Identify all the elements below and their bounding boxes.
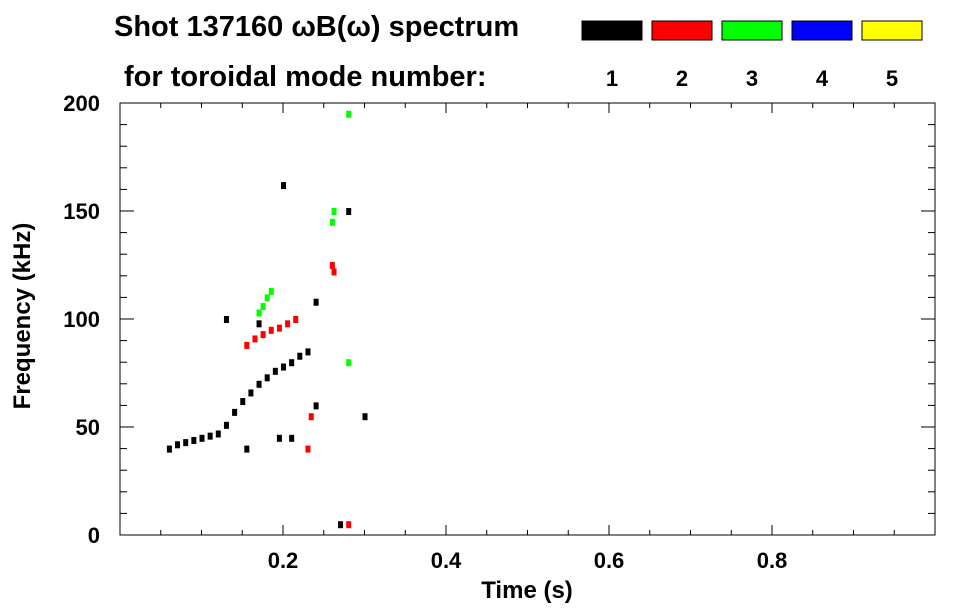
mode-1-point: [289, 359, 295, 367]
mode-2-point: [260, 331, 266, 339]
mode-3-point: [331, 208, 337, 215]
mode-2-point: [252, 335, 258, 343]
mode-1-point: [223, 316, 229, 323]
chart-title-line2: for toroidal mode number:: [124, 61, 487, 93]
mode-1-point: [232, 408, 238, 416]
mode-1-point: [244, 445, 250, 453]
mode-2-point: [285, 320, 291, 328]
axes: 0.2 0.4 0.6 0.8 0 50 100 150 200: [63, 91, 935, 573]
mode-3-point: [346, 110, 352, 118]
mode-1-point: [346, 208, 352, 215]
mode-1-point: [175, 441, 181, 449]
plot-frame: [119, 102, 936, 536]
mode-1-point: [256, 320, 262, 328]
legend-label-1: 1: [606, 66, 618, 91]
mode-2-point: [293, 316, 299, 323]
legend-label-5: 5: [886, 66, 898, 91]
x-tick-label: 0.8: [757, 548, 788, 573]
mode-1-point: [199, 434, 205, 442]
legend-label-2: 2: [676, 66, 688, 91]
mode-1-point: [256, 380, 262, 388]
mode-1-point: [264, 374, 270, 382]
mode-1-point: [281, 182, 286, 190]
mode-1-point: [166, 445, 172, 453]
mode-1-point: [305, 348, 311, 356]
mode-1-point: [362, 413, 368, 421]
y-tick-label: 50: [76, 415, 100, 440]
x-tick-label: 0.6: [594, 548, 625, 573]
plot-marks: [166, 110, 368, 529]
mode-1-point: [276, 434, 282, 442]
legend-swatch-4: [791, 20, 853, 41]
mode-1-point: [240, 398, 246, 406]
y-tick-label: 150: [63, 199, 100, 224]
mode-3-point: [260, 303, 266, 311]
mode-2-point: [346, 521, 352, 529]
mode-3-point: [264, 294, 270, 302]
legend-swatch-2: [651, 20, 713, 41]
mode-1-point: [297, 352, 303, 360]
mode-1-point: [313, 402, 319, 410]
mode-1-point: [313, 298, 319, 306]
mode-2-point: [331, 268, 337, 276]
mode-3-point: [329, 218, 335, 226]
x-tick-label: 0.4: [431, 548, 462, 573]
y-axis-label: Frequency (kHz): [9, 223, 36, 410]
mode-2-point: [308, 413, 314, 421]
legend-swatch-1: [581, 20, 643, 41]
legend-label-4: 4: [816, 66, 829, 91]
mode-1-point: [272, 367, 278, 375]
mode-1-point: [215, 430, 221, 438]
mode-1-point: [248, 389, 254, 397]
mode-1-point: [338, 521, 344, 529]
legend-label-3: 3: [746, 66, 758, 91]
mode-2-point: [276, 324, 282, 332]
mode-3-point: [256, 309, 262, 317]
mode-2-point: [329, 262, 335, 269]
mode-2-point: [268, 326, 274, 334]
legend-swatch-3: [721, 20, 783, 41]
mode-1-point: [223, 421, 229, 429]
mode-2-point: [244, 341, 250, 349]
mode-1-point: [183, 439, 189, 447]
mode-1-point: [191, 436, 197, 444]
mode-3-point: [268, 287, 274, 295]
legend-swatch-5: [861, 20, 923, 41]
x-axis-label: Time (s): [481, 577, 573, 604]
mode-2-point: [305, 445, 311, 453]
mode-1-point: [289, 434, 295, 442]
x-tick-label: 0.2: [268, 548, 299, 573]
legend: 1 2 3 4 5: [581, 20, 923, 91]
y-tick-label: 200: [63, 91, 100, 116]
chart-title-line1: Shot 137160 ωB(ω) spectrum: [114, 11, 519, 43]
mode-1-point: [281, 363, 286, 371]
y-tick-label: 100: [63, 307, 100, 332]
y-tick-label: 0: [88, 523, 100, 548]
mode-3-point: [346, 359, 352, 367]
mode-1-point: [207, 432, 213, 440]
